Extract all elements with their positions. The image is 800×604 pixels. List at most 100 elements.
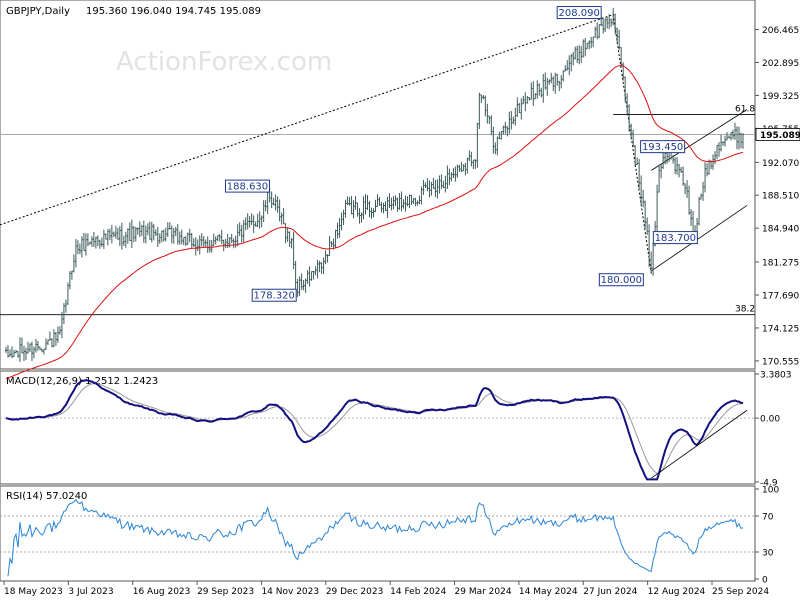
- candle: [418, 195, 421, 205]
- x-tick-label: 14 Nov 2023: [261, 587, 319, 597]
- candle: [646, 217, 649, 236]
- candle: [656, 184, 659, 235]
- candle: [160, 230, 163, 243]
- candle: [102, 229, 105, 250]
- candle: [488, 115, 491, 125]
- candle: [636, 157, 639, 165]
- candle: [732, 129, 735, 140]
- candle: [344, 199, 347, 218]
- candle: [584, 37, 587, 57]
- candle: [8, 349, 11, 357]
- candle: [562, 70, 565, 82]
- candle: [506, 126, 509, 137]
- candle: [124, 231, 127, 248]
- candle: [388, 193, 391, 208]
- candle: [596, 22, 599, 40]
- candle: [712, 154, 715, 170]
- candle: [158, 233, 161, 244]
- candle: [556, 73, 559, 86]
- candle: [374, 199, 377, 212]
- x-tick-label: 29 Mar 2024: [455, 587, 512, 597]
- candle: [228, 237, 231, 248]
- candle: [618, 29, 621, 50]
- swing-label-text: 180.000: [601, 275, 642, 286]
- price-tick-label: 188.510: [762, 192, 799, 202]
- candle: [216, 235, 219, 242]
- candle: [18, 337, 21, 363]
- candle: [86, 233, 89, 247]
- candle: [362, 196, 365, 220]
- candle: [34, 338, 37, 353]
- candle: [446, 165, 449, 189]
- candle: [190, 232, 193, 248]
- candle: [720, 134, 723, 152]
- candle: [262, 200, 265, 223]
- watermark-text: ActionForex.com: [116, 47, 332, 77]
- candle: [390, 197, 393, 211]
- candle: [270, 191, 273, 209]
- candle: [728, 135, 731, 139]
- candle: [502, 125, 505, 135]
- candle: [348, 196, 351, 206]
- candle: [284, 223, 287, 244]
- candle: [26, 341, 29, 354]
- candle: [414, 197, 417, 207]
- candle: [196, 239, 199, 252]
- candle: [274, 194, 277, 211]
- candle: [152, 224, 155, 241]
- candle: [518, 102, 521, 114]
- last-price-label: 195.089: [760, 131, 800, 141]
- candle: [314, 266, 317, 276]
- candle: [58, 326, 61, 335]
- candle: [652, 242, 655, 276]
- candle: [554, 72, 557, 94]
- candle: [404, 195, 407, 212]
- candle: [376, 194, 379, 207]
- candle: [658, 164, 661, 193]
- candle: [640, 175, 643, 206]
- candle: [426, 178, 429, 192]
- candle: [378, 197, 381, 206]
- candle: [122, 235, 125, 246]
- candle: [422, 179, 425, 195]
- candle: [72, 254, 75, 273]
- candle: [30, 341, 33, 361]
- candle: [184, 236, 187, 247]
- candle: [82, 232, 85, 252]
- candle: [734, 122, 737, 140]
- candle: [266, 190, 269, 215]
- candle: [736, 126, 739, 150]
- candle: [698, 196, 701, 226]
- candle: [550, 72, 553, 84]
- symbol-label: GBPJPY,Daily: [6, 6, 70, 17]
- candle: [36, 340, 39, 351]
- candle: [462, 164, 465, 172]
- candle: [310, 271, 313, 281]
- candle: [114, 225, 117, 239]
- x-tick-label: 16 Aug 2023: [133, 587, 191, 597]
- candle: [164, 227, 167, 242]
- macd-tick-label: -4.9: [760, 479, 778, 489]
- candle: [466, 157, 469, 174]
- candle: [256, 213, 259, 228]
- candle: [276, 196, 279, 213]
- candle: [704, 162, 707, 193]
- candle: [60, 311, 63, 339]
- swing-annotations: 188.630 178.320 208.090 180.000 193.450 183.7…: [224, 6, 698, 302]
- candle: [42, 348, 45, 355]
- candle: [64, 299, 67, 313]
- candle: [358, 208, 361, 224]
- candle: [528, 97, 531, 101]
- candle: [402, 199, 405, 209]
- candle: [452, 167, 455, 179]
- candle: [162, 229, 165, 242]
- candle: [240, 224, 243, 243]
- candle: [372, 208, 375, 218]
- price-panel: [0, 0, 756, 370]
- candle: [468, 150, 471, 162]
- candle: [592, 36, 595, 48]
- candle: [542, 73, 545, 103]
- candle: [498, 131, 501, 140]
- candle: [392, 196, 395, 210]
- candle: [320, 262, 323, 274]
